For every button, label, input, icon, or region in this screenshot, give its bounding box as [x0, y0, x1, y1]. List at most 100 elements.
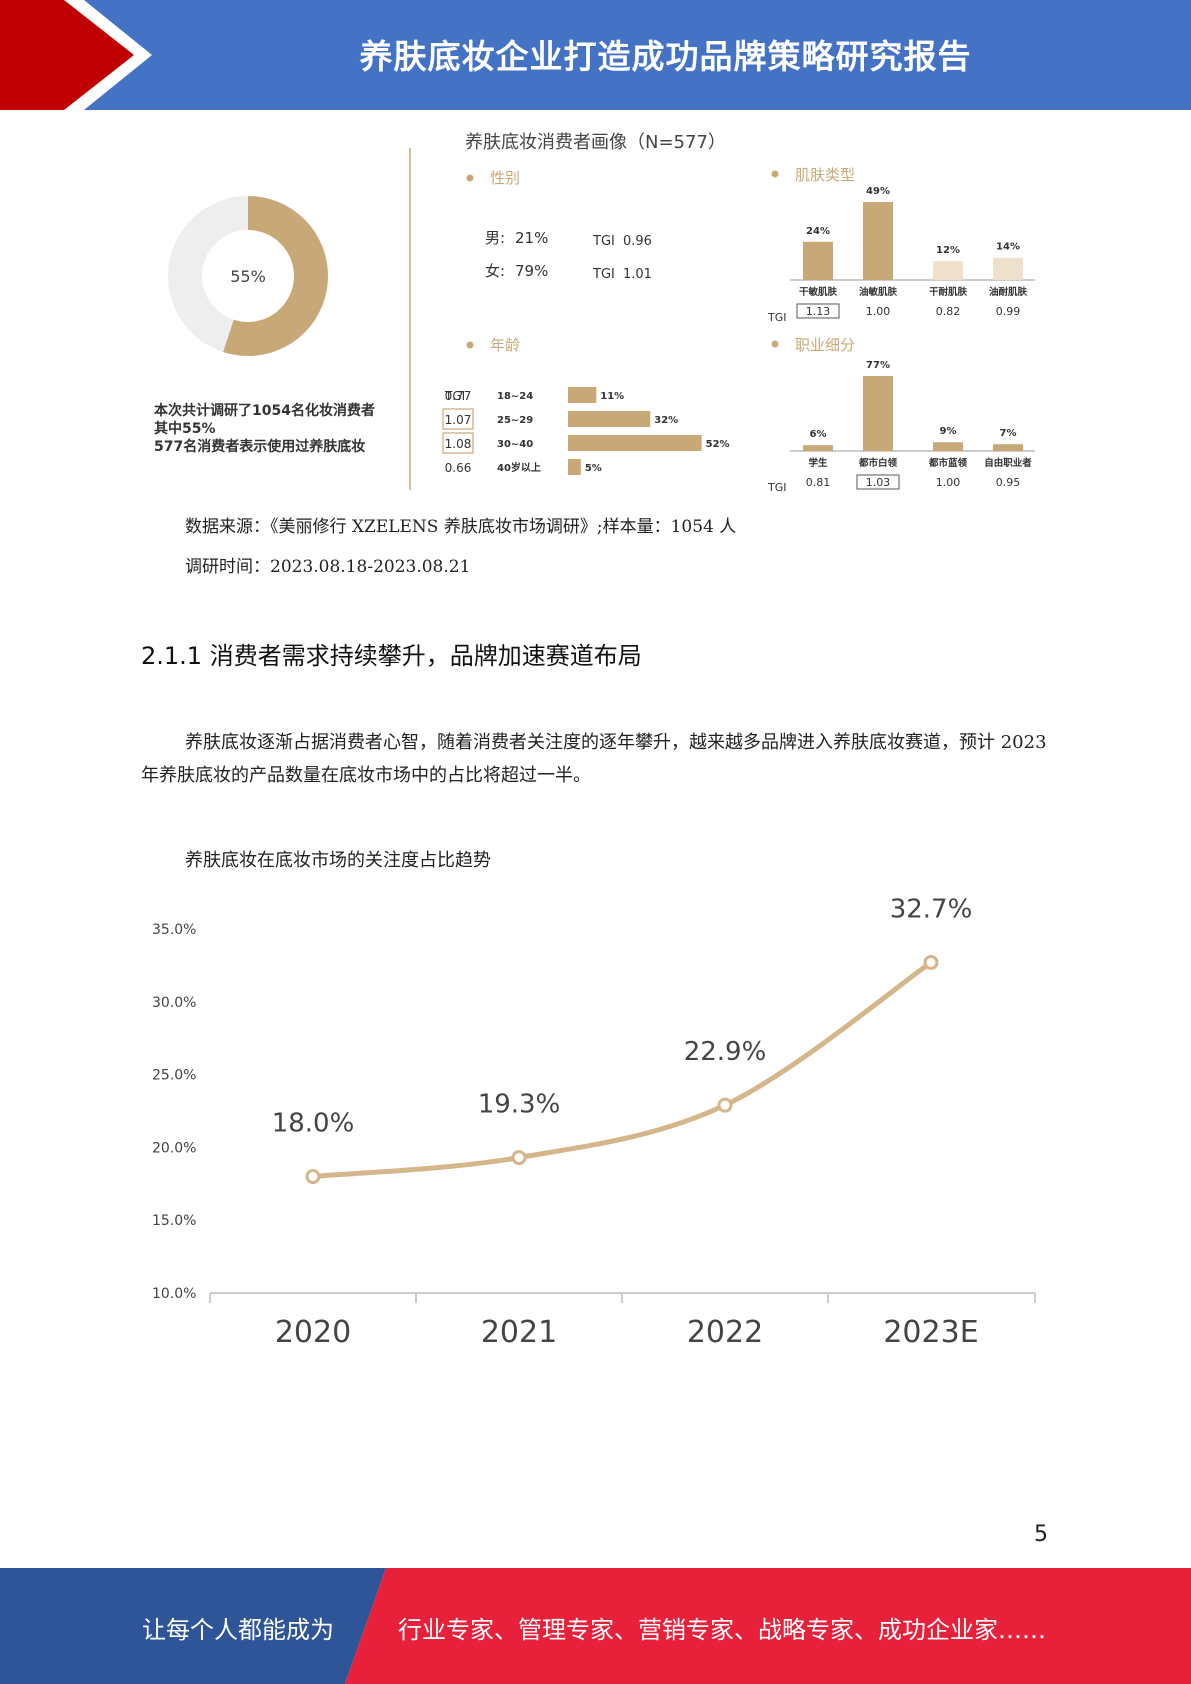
skin-tgi-value: 0.82 [936, 305, 961, 318]
data-point [305, 1169, 321, 1185]
donut-arc [168, 196, 328, 356]
data-label: 19.3% [478, 1090, 561, 1120]
age-heading: 年龄 [490, 336, 520, 354]
age-bar-group: 0.77 18~24 11% 1.07 25~29 32% 1.08 30~40 52% 0.66… [442, 387, 730, 475]
skin-bar-value: 49% [866, 186, 890, 197]
job-tgi-value: 1.03 [866, 476, 891, 489]
skin-bar-value: 24% [806, 226, 830, 237]
job-tgi-label: TGI [767, 481, 787, 494]
skin-bar-value: 12% [936, 245, 960, 256]
skin-tgi-label: TGI [767, 311, 787, 324]
skin-tgi-box [796, 303, 840, 319]
age-tgi-value: 0.66 [445, 461, 472, 475]
survey-date-line: 调研时间：2023.08.18-2023.08.21 [185, 557, 471, 577]
job-bar [863, 376, 893, 451]
job-bar [933, 442, 963, 451]
job-bar-value: 9% [940, 426, 957, 437]
age-tgi-box [442, 432, 474, 454]
data-point [717, 1097, 733, 1113]
age-row-label: 25~29 [497, 415, 533, 426]
y-tick-label: 30.0% [152, 995, 196, 1011]
job-tgi-value: 0.95 [996, 476, 1021, 489]
skin-tgi-value: 1.00 [866, 305, 891, 318]
footer-band [0, 1568, 1191, 1684]
source-line: 数据来源：《美丽修行 XZELENS 养肤底妆市场调研》;样本量：1054 人 [185, 517, 737, 537]
section-heading: 2.1.1 消费者需求持续攀升，品牌加速赛道布局 [141, 642, 642, 670]
job-bar-group: 6% 学生 0.81 77% 都市白领 1.03 9% 都市蓝领 1.00 7% 自由职业者 0.95 [790, 360, 1035, 490]
x-tick-label: 2022 [687, 1315, 763, 1350]
skin-bar-label: 油敏肌肤 [859, 286, 898, 298]
age-tgi-value: 1.08 [445, 437, 472, 451]
infographic-title: 养肤底妆消费者画像（N=577） [465, 132, 726, 153]
gender-bullet [466, 174, 474, 182]
age-bar-value: 52% [706, 439, 730, 450]
job-bar-value: 77% [866, 360, 890, 371]
job-tgi-value: 0.81 [806, 476, 831, 489]
skin-bar [993, 257, 1023, 280]
y-tick-label: 35.0% [152, 922, 196, 938]
gender-heading: 性别 [490, 169, 520, 187]
age-bar [568, 411, 651, 427]
y-axis-ticks: 35.0% 30.0% 25.0% 20.0% 15.0% 10.0% [152, 922, 196, 1302]
page-header: 养肤底妆企业打造成功品牌策略研究报告 [0, 0, 1191, 110]
job-bar-label: 都市白领 [858, 457, 898, 469]
age-row-label: 18~24 [497, 391, 533, 402]
job-bar-value: 7% [1000, 428, 1017, 439]
skin-bar [863, 202, 893, 280]
age-bar-value: 5% [585, 463, 602, 474]
page-footer: 让每个人都能成为 行业专家、管理专家、营销专家、战略专家、成功企业家…… [0, 1568, 1191, 1684]
age-bar-value: 11% [600, 391, 624, 402]
attention-trend-line-chart: 35.0%30.0%25.0%20.0%15.0%10.0% 2020 2021 2… [152, 894, 1036, 1350]
skin-heading: 肌肤类型 [795, 166, 855, 184]
skin-tgi-value: 1.13 [806, 305, 831, 318]
age-bar [568, 387, 597, 403]
job-bar-label: 学生 [808, 457, 828, 469]
skin-bar [803, 241, 833, 280]
age-tgi-box [442, 408, 474, 430]
series-line [310, 959, 934, 1180]
x-tick-label: 2023E [883, 1315, 978, 1350]
gender-male-label: 男: [485, 229, 505, 247]
age-row-label: 30~40 [497, 439, 533, 450]
survey-note-1: 本次共计调研了1054名化妆消费者 [154, 402, 375, 419]
job-tgi-value: 1.00 [936, 476, 961, 489]
survey-note-2: 其中55% [154, 420, 216, 437]
job-heading: 职业细分 [795, 336, 855, 354]
body-paragraph: 养肤底妆逐渐占据消费者心智，随着消费者关注度的逐年攀升，越来越多品牌进入养肤底妆… [141, 732, 1047, 786]
data-label: 32.7% [890, 894, 973, 924]
job-bar [993, 444, 1023, 451]
data-point [923, 954, 939, 970]
skin-tgi-value: 0.99 [996, 305, 1021, 318]
footer-slogan-right: 行业专家、管理专家、营销专家、战略专家、成功企业家…… [398, 1616, 1046, 1644]
skin-bar-label: 油耐肌肤 [989, 286, 1028, 298]
donut-center-label: 55% [230, 267, 266, 286]
job-tgi-box [856, 474, 900, 490]
y-tick-label: 15.0% [152, 1213, 196, 1229]
job-bar-label: 自由职业者 [984, 457, 1032, 469]
x-tick-label: 2021 [481, 1315, 557, 1350]
header-title: 养肤底妆企业打造成功品牌策略研究报告 [359, 37, 972, 76]
gender-male-value: 21% [515, 229, 548, 247]
y-tick-label: 20.0% [152, 1140, 196, 1156]
header-chevron-decoration [0, 0, 152, 110]
gender-female-label: 女: [485, 262, 505, 280]
consumer-profile-infographic: 55% 本次共计调研了1054名化妆消费者 其中55% 577名消费者表示使用过… [154, 132, 1035, 494]
age-tgi-label: TGI [444, 389, 465, 403]
gender-male-tgi-label: TGI [592, 234, 615, 249]
gender-female-tgi-label: TGI [592, 267, 615, 282]
skin-bar-label: 干敏肌肤 [799, 286, 838, 298]
age-tgi-value: 0.77 [445, 389, 472, 403]
gender-female-tgi: 1.01 [623, 267, 652, 282]
gender-female-value: 79% [515, 262, 548, 280]
donut-chart: 55% [168, 196, 328, 356]
skin-bullet [771, 170, 779, 178]
age-bar [568, 435, 702, 451]
footer-slogan-left: 让每个人都能成为 [142, 1616, 334, 1644]
age-row-label: 40岁以上 [497, 461, 541, 474]
job-bar-label: 都市蓝领 [928, 457, 968, 469]
skin-bar [933, 260, 963, 280]
job-bullet [771, 340, 779, 348]
job-bar [803, 445, 833, 451]
y-tick-label: 25.0% [152, 1068, 196, 1084]
age-bullet [466, 341, 474, 349]
